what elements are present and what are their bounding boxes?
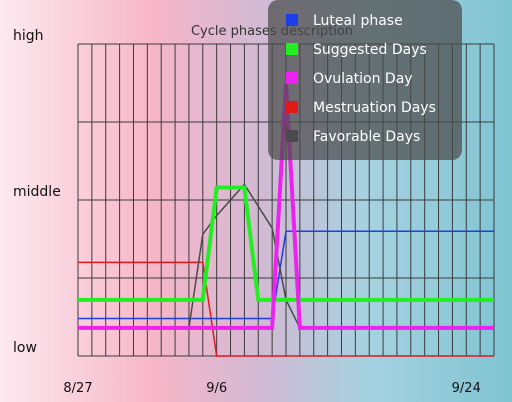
series-line bbox=[78, 261, 494, 357]
legend-label: Suggested Days bbox=[313, 42, 427, 58]
y-tick-label: low bbox=[13, 340, 37, 356]
x-tick-label: 9/6 bbox=[206, 381, 227, 396]
legend-swatch bbox=[286, 72, 298, 84]
legend: Luteal phase Suggested Days Ovulation Day M… bbox=[268, 0, 462, 160]
y-tick-label: middle bbox=[13, 184, 61, 200]
y-tick-label: high bbox=[13, 28, 44, 44]
legend-swatch bbox=[286, 101, 298, 113]
legend-label: Mestruation Days bbox=[313, 100, 436, 116]
x-tick-label: 9/24 bbox=[452, 381, 481, 396]
y-axis-labels: low middle high bbox=[13, 28, 61, 356]
legend-label: Luteal phase bbox=[313, 13, 403, 29]
legend-box bbox=[268, 0, 462, 160]
legend-swatch bbox=[286, 43, 298, 55]
x-axis-labels: 8/27 9/6 9/24 bbox=[63, 381, 480, 396]
series-line bbox=[78, 230, 494, 320]
x-tick-label: 8/27 bbox=[63, 381, 92, 396]
legend-swatch bbox=[286, 14, 298, 26]
legend-label: Favorable Days bbox=[313, 129, 420, 145]
legend-label: Ovulation Day bbox=[313, 71, 413, 87]
legend-swatch bbox=[286, 130, 298, 142]
